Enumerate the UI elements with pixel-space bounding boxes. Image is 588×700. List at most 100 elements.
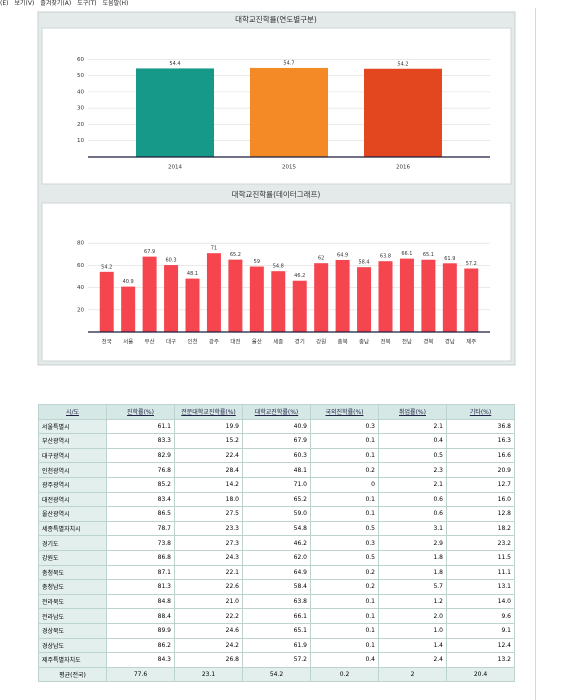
y-tick-label: 60 [77, 57, 84, 63]
value-label: 54.2 [101, 264, 112, 270]
y-tick-label: 40 [77, 285, 84, 291]
cell: 2.4 [378, 652, 447, 668]
bar [142, 256, 157, 332]
cell: 85.2 [106, 476, 175, 493]
x-tick-label: 2016 [396, 165, 410, 171]
column-header[interactable]: 기타(%) [446, 404, 515, 420]
cell: 20.4 [446, 666, 515, 683]
row-header: 충청북도 [38, 564, 107, 581]
cell: 0.1 [310, 622, 379, 639]
cell: 27.3 [174, 535, 243, 551]
row-header: 전라북도 [38, 593, 107, 610]
table-row: 경상북도 89.9 24.6 65.1 0.1 1.0 9.1 [38, 622, 515, 639]
cell: 14.2 [174, 476, 243, 493]
bar [335, 259, 350, 332]
bar [271, 271, 286, 332]
cell: 0.2 [310, 564, 379, 581]
table-row: 강원도 86.8 24.3 62.0 0.5 1.8 11.5 [38, 549, 515, 566]
table-row: 광주광역시 85.2 14.2 71.0 0 2.1 12.7 [38, 476, 515, 493]
cell: 0.1 [310, 593, 379, 610]
bar [399, 258, 414, 332]
cell: 0.5 [310, 520, 379, 537]
bar [228, 259, 243, 332]
cell: 0.3 [310, 535, 379, 551]
x-tick-label: 대전 [230, 338, 240, 346]
cell: 12.8 [446, 506, 515, 522]
cell: 60.3 [242, 447, 311, 464]
row-header: 서울특별시 [38, 418, 107, 435]
bar [250, 67, 328, 157]
cell: 11.5 [446, 549, 515, 566]
x-tick-label: 강원 [316, 338, 326, 346]
cell: 22.2 [174, 608, 243, 624]
value-label: 54.8 [273, 264, 284, 270]
row-header: 경상북도 [38, 622, 107, 639]
cell: 46.2 [242, 535, 311, 551]
y-tick-label: 20 [77, 122, 84, 128]
cell: 73.8 [106, 535, 175, 551]
y-tick-label: 30 [77, 106, 84, 112]
cell: 18.0 [174, 491, 243, 508]
cell: 2.1 [378, 476, 447, 493]
x-tick-label: 경기 [295, 338, 305, 346]
row-header: 전라남도 [38, 608, 107, 624]
bar [357, 267, 372, 332]
cell: 24.6 [174, 622, 243, 639]
cell: 0.6 [378, 491, 447, 508]
bar [121, 286, 136, 332]
menu-item[interactable]: 도구(T) [77, 0, 97, 7]
data-table: 시/도 진학률(%) 전문대학교진학률(%) 대학교진학률(%) 국외진학률(%) 취업률… [38, 404, 515, 683]
cell: 13.2 [446, 652, 515, 668]
cell: 83.3 [106, 433, 175, 449]
cell: 89.9 [106, 622, 175, 639]
cell: 14.0 [446, 593, 515, 610]
cell: 0.2 [310, 666, 379, 683]
cell: 36.8 [446, 418, 515, 435]
value-label: 65.2 [230, 252, 241, 258]
cell: 2.3 [378, 462, 447, 478]
value-label: 60.3 [165, 258, 176, 264]
row-header: 대구광역시 [38, 447, 107, 464]
cell: 23.3 [174, 520, 243, 537]
cell: 66.1 [242, 608, 311, 624]
cell: 11.1 [446, 564, 515, 581]
y-tick-label: 40 [77, 89, 84, 95]
bar [249, 266, 264, 332]
column-header[interactable]: 대학교진학률(%) [242, 404, 311, 420]
cell: 0.1 [310, 447, 379, 464]
table-row: 인천광역시 76.8 28.4 48.1 0.2 2.3 20.9 [38, 462, 515, 478]
cell: 87.1 [106, 564, 175, 581]
column-header: 시/도 [38, 404, 107, 420]
table-row: 평균(전국) 77.6 23.1 54.2 0.2 2 20.4 [38, 666, 515, 683]
y-tick-label: 80 [77, 241, 84, 247]
cell: 12.4 [446, 637, 515, 654]
y-tick-label: 60 [77, 263, 84, 269]
cell: 76.8 [106, 462, 175, 478]
cell: 22.4 [174, 447, 243, 464]
cell: 0.1 [310, 637, 379, 654]
menu-bar: (E) 보기(V) 즐겨찾기(A) 도구(T) 도움말(H) [0, 0, 134, 8]
column-header[interactable]: 진학률(%) [106, 404, 175, 420]
menu-item[interactable]: 도움말(H) [102, 0, 129, 7]
cell: 1.8 [378, 549, 447, 566]
cell: 64.9 [242, 564, 311, 581]
cell: 3.1 [378, 520, 447, 537]
table-row: 부산광역시 83.3 15.2 67.9 0.1 0.4 16.3 [38, 433, 515, 449]
row-header: 경상남도 [38, 637, 107, 654]
cell: 84.3 [106, 652, 175, 668]
x-tick-label: 부산 [145, 338, 155, 346]
cell: 65.2 [242, 491, 311, 508]
chart-title: 대학교진학률(연도별구분) [235, 14, 317, 24]
menu-item[interactable]: 즐겨찾기(A) [40, 0, 72, 7]
row-header: 인천광역시 [38, 462, 107, 478]
cell: 0.1 [310, 608, 379, 624]
menu-item[interactable]: (E) [0, 0, 9, 7]
menu-item[interactable]: 보기(V) [14, 0, 35, 7]
column-header[interactable]: 국외진학률(%) [310, 404, 379, 420]
cell: 86.8 [106, 549, 175, 566]
cell: 1.0 [378, 622, 447, 639]
cell: 61.9 [242, 637, 311, 654]
column-header[interactable]: 전문대학교진학률(%) [174, 404, 243, 420]
column-header[interactable]: 취업률(%) [378, 404, 447, 420]
